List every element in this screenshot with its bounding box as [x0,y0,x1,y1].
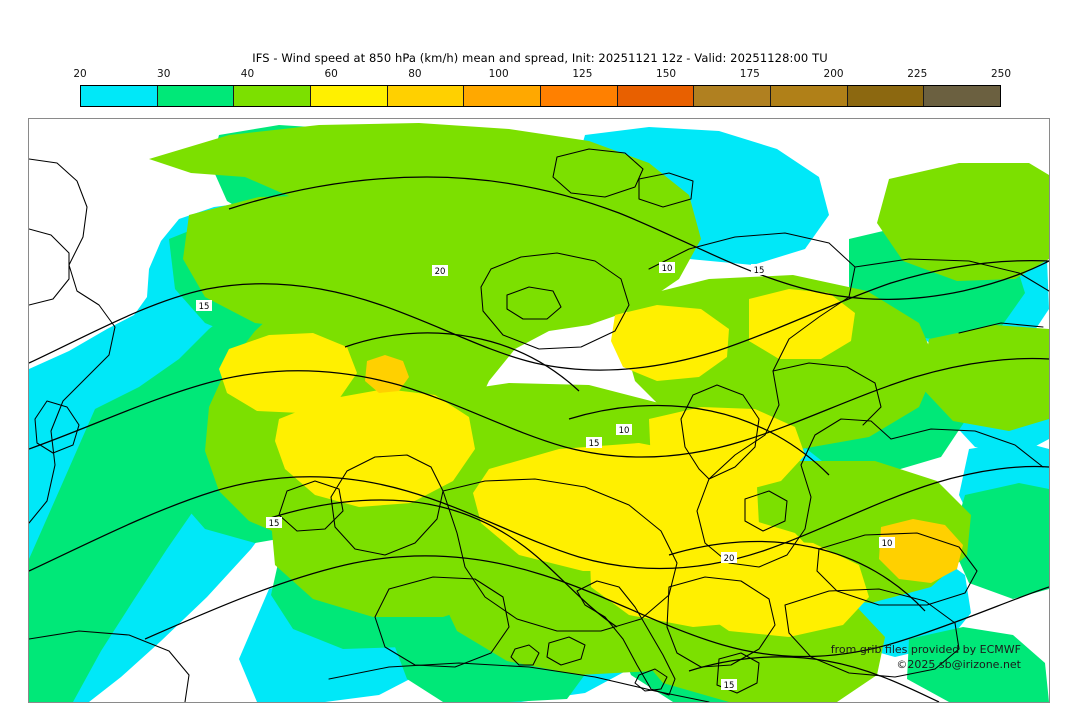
map-canvas[interactable]: 15 20 10 15 15 10 15 20 10 15 15 10 from… [28,118,1050,703]
fill-band-40-60 [921,325,1049,431]
fill-band-30-40 [907,627,1049,702]
svg-text:10: 10 [619,426,630,436]
fill-band-60-80 [611,305,729,381]
fill-band-60-80 [219,333,357,413]
colorbar-segment [617,86,695,106]
coastlines [29,148,1049,702]
colorbar-tick: 225 [907,68,928,80]
svg-text:15: 15 [724,681,735,691]
colorbar-tick-labels: 20 30 40 60 80 100 125 150 175 200 225 2… [73,68,1011,82]
colorbar-segment [771,86,848,106]
contour-label: 10 [879,537,895,549]
colorbar-segment [924,86,1001,106]
colorbar-gradient [80,85,1001,107]
map-svg: 15 20 10 15 15 10 15 20 10 15 15 10 [29,119,1049,702]
fill-band-40-60 [183,195,433,331]
svg-text:15: 15 [754,266,765,276]
fill-band-60-80 [649,407,805,493]
contour-label: 15 [196,300,212,312]
svg-text:15: 15 [589,439,600,449]
contour-label: 15 [266,517,282,529]
colorbar-segment [847,86,925,106]
colorbar-tick: 175 [739,68,760,80]
svg-text:20: 20 [724,554,735,564]
fill-band-40-60 [269,475,535,617]
colorbar-segment [311,86,388,106]
spread-contour-lines [29,176,1049,702]
colorbar-segment [234,86,312,106]
contour-label: 20 [721,552,737,564]
fill-band-40-60 [877,163,1049,281]
fill-band-30-40 [951,483,1049,599]
colorbar-tick: 125 [572,68,593,80]
colorbar-tick: 200 [823,68,844,80]
contour-label: 10 [659,262,675,274]
fill-band-80-100 [365,355,409,393]
colorbar [80,85,1001,107]
contour-label: 15 [586,437,602,449]
fill-band-80-100 [879,519,963,583]
colorbar-tick: 80 [408,68,422,80]
colorbar-segment [694,86,772,106]
svg-text:15: 15 [199,302,210,312]
svg-text:15: 15 [269,519,280,529]
svg-text:20: 20 [435,267,446,277]
colorbar-tick: 100 [488,68,509,80]
colorbar-tick: 20 [73,68,87,80]
contour-label: 20 [432,265,448,277]
colorbar-segment [81,86,158,106]
colorbar-segment [541,86,618,106]
colorbar-tick: 250 [990,68,1012,80]
svg-text:10: 10 [662,264,673,274]
colorbar-segment [157,86,235,106]
svg-text:10: 10 [882,539,893,549]
contour-label: 10 [616,424,632,436]
colorbar-tick: 30 [157,68,171,80]
colorbar-segment [387,86,465,106]
page-title: IFS - Wind speed at 850 hPa (km/h) mean … [252,51,828,65]
colorbar-tick: 60 [324,68,338,80]
contour-label: 15 [751,264,767,276]
colorbar-tick: 150 [656,68,677,80]
windspeed-filled-contours [29,123,1049,702]
colorbar-segment [464,86,542,106]
contour-label: 15 [721,679,737,691]
colorbar-tick: 40 [240,68,255,80]
contour-label-group: 15 20 10 15 15 10 15 20 10 15 15 10 [196,262,895,691]
